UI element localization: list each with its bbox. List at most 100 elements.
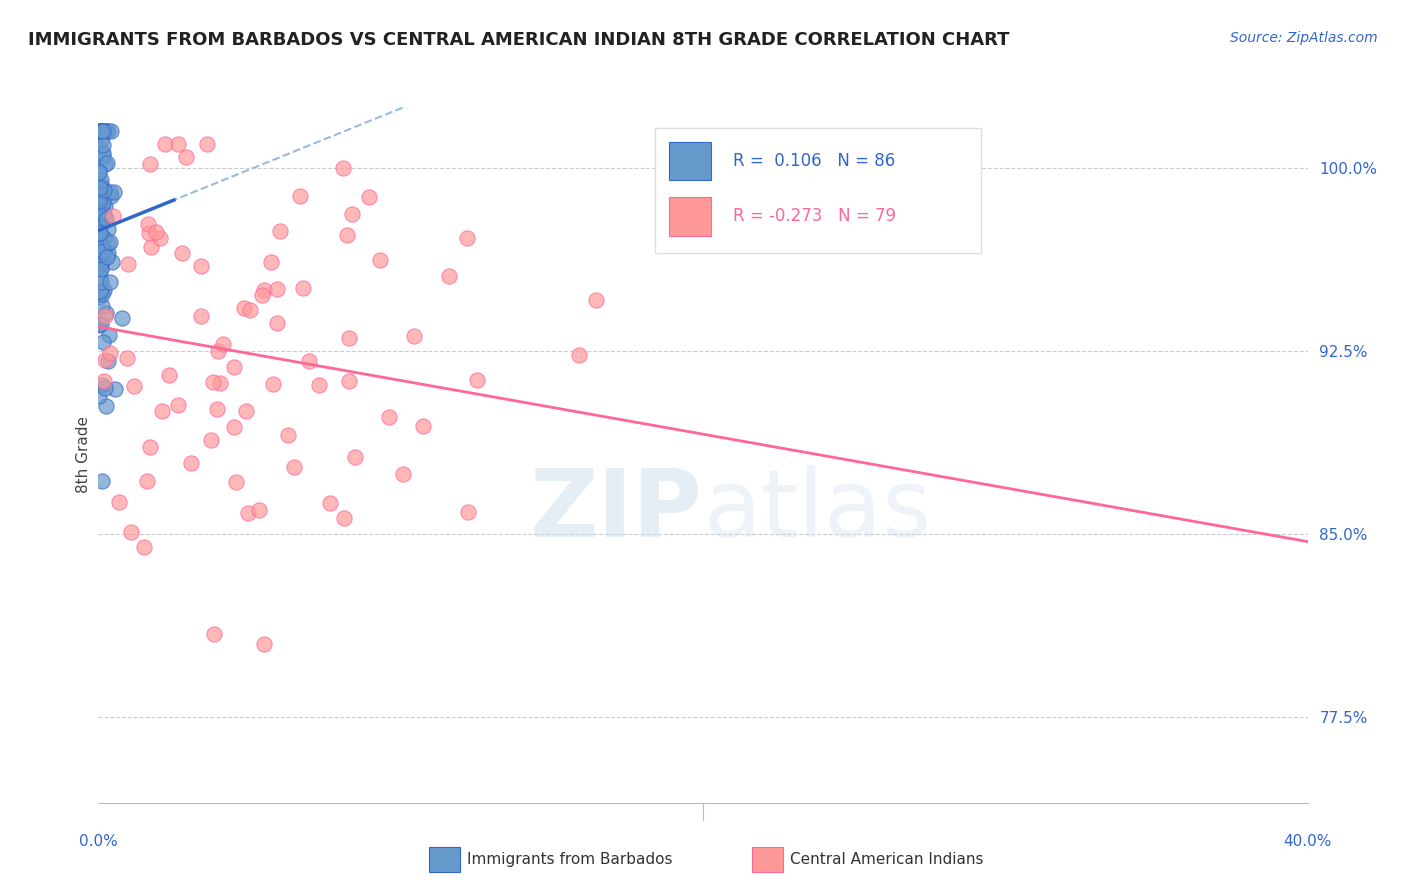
Point [222, 419, 245, 434]
Point [252, 287, 274, 301]
Point [260, 255, 283, 269]
Point [170, 246, 193, 260]
Point [456, 231, 478, 245]
Point [98, 328, 121, 343]
Point [117, 257, 139, 271]
Point [262, 376, 284, 391]
Point [93, 124, 115, 138]
Point [235, 404, 257, 418]
Point [87, 194, 110, 208]
Point [97, 245, 120, 260]
Point [150, 404, 173, 418]
Point [190, 309, 212, 323]
Point [87, 164, 110, 178]
Text: Central American Indians: Central American Indians [790, 853, 984, 867]
Point [222, 359, 245, 374]
Point [97, 124, 120, 138]
Point [180, 456, 202, 470]
Point [94, 157, 117, 171]
Point [87, 165, 110, 179]
Point [91, 199, 114, 213]
Point [201, 376, 224, 390]
Point [89, 318, 111, 332]
Text: Immigrants from Barbados: Immigrants from Barbados [467, 853, 672, 867]
Point [96, 156, 118, 170]
Point [467, 373, 489, 387]
Point [98, 346, 121, 360]
Point [308, 377, 330, 392]
Point [190, 259, 212, 273]
Point [437, 269, 460, 284]
Point [101, 209, 124, 223]
Point [138, 226, 160, 240]
Point [91, 286, 114, 301]
Point [97, 354, 120, 368]
Point [89, 226, 111, 240]
Point [87, 248, 110, 262]
Point [96, 306, 118, 320]
Point [94, 210, 117, 224]
Point [391, 467, 413, 481]
Point [90, 180, 112, 194]
Point [89, 143, 111, 157]
Point [90, 173, 112, 187]
Point [225, 475, 247, 489]
Point [89, 226, 111, 240]
Point [89, 219, 111, 233]
Point [337, 374, 360, 388]
Point [87, 128, 110, 142]
Point [359, 190, 381, 204]
Point [412, 419, 434, 434]
Text: ZIP: ZIP [530, 465, 703, 557]
Point [208, 376, 231, 391]
Point [200, 434, 222, 448]
Point [136, 474, 159, 488]
Point [253, 637, 276, 651]
Point [90, 124, 112, 138]
Point [90, 211, 112, 225]
Point [96, 221, 118, 235]
Text: 40.0%: 40.0% [1284, 834, 1331, 849]
Point [269, 224, 291, 238]
Point [153, 136, 176, 151]
Point [266, 282, 288, 296]
Point [202, 627, 225, 641]
Point [132, 540, 155, 554]
Point [90, 261, 112, 276]
Point [91, 378, 114, 392]
Point [343, 450, 366, 464]
Point [98, 185, 121, 199]
Point [89, 177, 111, 191]
Point [290, 189, 312, 203]
Point [253, 283, 276, 297]
Point [89, 388, 111, 402]
Point [90, 275, 112, 289]
Point [368, 253, 391, 268]
Point [141, 240, 163, 254]
Point [292, 281, 315, 295]
Point [97, 235, 120, 250]
FancyBboxPatch shape [655, 128, 981, 253]
Point [94, 124, 117, 138]
Point [100, 188, 122, 202]
Point [122, 378, 145, 392]
Point [104, 382, 127, 396]
Point [585, 293, 607, 308]
Point [101, 254, 124, 268]
Point [98, 275, 121, 289]
Point [87, 188, 110, 202]
Point [111, 311, 134, 326]
Point [93, 183, 115, 197]
Text: IMMIGRANTS FROM BARBADOS VS CENTRAL AMERICAN INDIAN 8TH GRADE CORRELATION CHART: IMMIGRANTS FROM BARBADOS VS CENTRAL AMER… [28, 31, 1010, 49]
Point [139, 440, 162, 454]
Point [96, 399, 118, 413]
Point [404, 329, 426, 343]
Point [333, 511, 356, 525]
Point [207, 344, 229, 359]
Point [115, 351, 138, 366]
Text: Source: ZipAtlas.com: Source: ZipAtlas.com [1230, 31, 1378, 45]
Point [337, 331, 360, 345]
Point [332, 161, 354, 176]
Point [90, 299, 112, 313]
Point [93, 283, 115, 297]
